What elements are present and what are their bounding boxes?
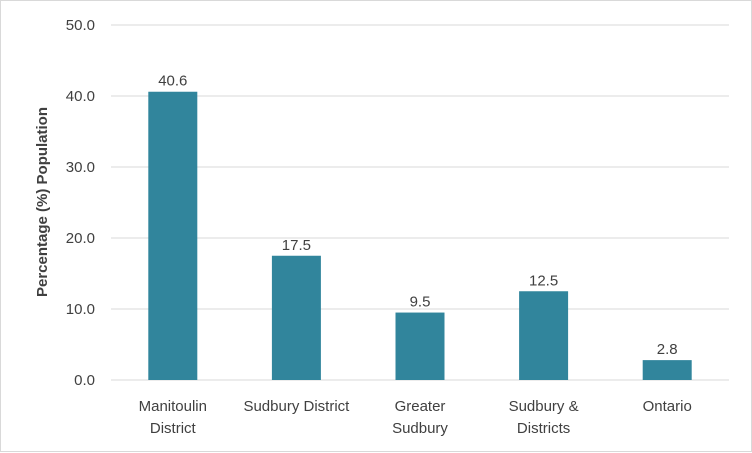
y-axis-title: Percentage (%) Population xyxy=(34,107,51,297)
data-label: 12.5 xyxy=(529,272,558,289)
x-category-label: Sudbury & xyxy=(509,398,579,415)
y-tick-label: 50.0 xyxy=(66,17,95,34)
bar xyxy=(519,291,569,380)
data-label: 17.5 xyxy=(282,237,311,254)
bar xyxy=(271,255,321,380)
y-tick-label: 30.0 xyxy=(66,159,95,176)
gridlines xyxy=(111,24,729,381)
y-tick-label: 0.0 xyxy=(74,372,95,389)
data-label: 9.5 xyxy=(410,294,431,311)
bar xyxy=(148,91,198,381)
x-category-label: District xyxy=(150,420,197,437)
y-axis-ticks: 0.0 10.0 20.0 30.0 40.0 50.0 xyxy=(66,17,95,389)
data-label: 40.6 xyxy=(158,73,187,90)
data-labels: 40.6 17.5 9.5 12.5 2.8 xyxy=(158,73,677,358)
x-axis-categories: Manitoulin District Sudbury District Greate… xyxy=(139,398,692,437)
y-tick-label: 10.0 xyxy=(66,301,95,318)
x-category-label: Sudbury xyxy=(392,420,448,437)
x-category-label: Manitoulin xyxy=(139,398,207,415)
bar xyxy=(642,360,692,380)
x-category-label: Districts xyxy=(517,420,570,437)
bars xyxy=(148,91,692,381)
x-category-label: Sudbury District xyxy=(243,398,350,415)
x-category-label: Ontario xyxy=(643,398,692,415)
x-category-label: Greater xyxy=(395,398,446,415)
y-tick-label: 20.0 xyxy=(66,230,95,247)
data-label: 2.8 xyxy=(657,341,678,358)
y-tick-label: 40.0 xyxy=(66,88,95,105)
bar xyxy=(395,312,445,380)
